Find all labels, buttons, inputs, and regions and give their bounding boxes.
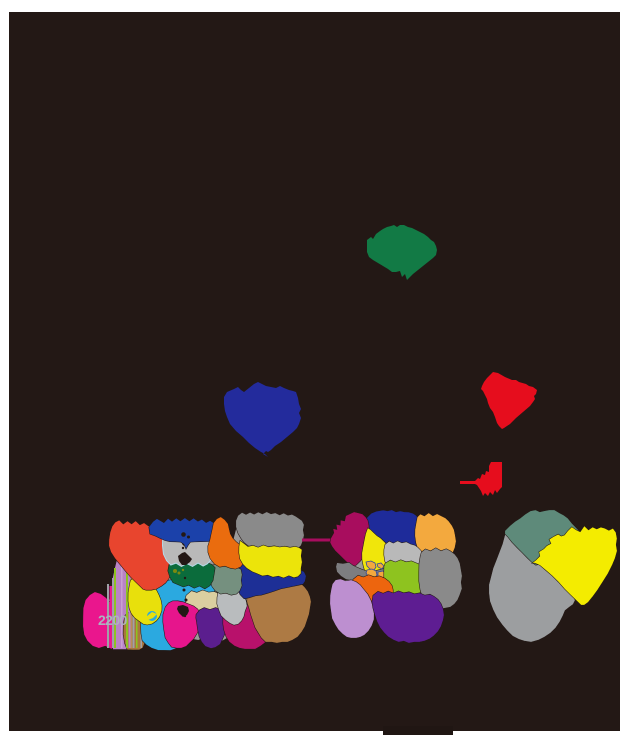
svg-text:2200: 2200 (98, 612, 128, 628)
